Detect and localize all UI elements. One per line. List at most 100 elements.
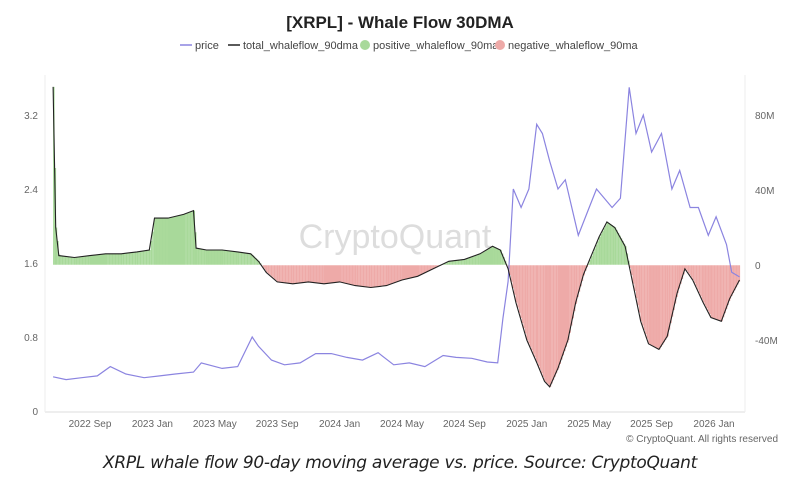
negative-flow-bar	[648, 265, 650, 344]
legend-total[interactable]: total_whaleflow_90dma	[243, 40, 359, 52]
positive-flow-bar	[255, 258, 257, 265]
positive-flow-bar	[460, 259, 463, 265]
positive-flow-bar	[465, 258, 468, 265]
positive-flow-bar	[157, 218, 159, 265]
legend-negative-swatch	[495, 40, 505, 50]
negative-flow-bar	[539, 265, 542, 370]
positive-flow-bar	[196, 248, 198, 265]
negative-flow-bar	[370, 265, 373, 288]
positive-flow-bar	[235, 251, 238, 265]
positive-flow-bar	[231, 251, 233, 265]
negative-flow-bar	[384, 265, 386, 286]
negative-flow-bar	[698, 265, 701, 293]
negative-flow-bar	[290, 265, 293, 284]
negative-flow-bar	[261, 265, 263, 266]
negative-flow-bar	[728, 265, 731, 301]
negative-flow-bar	[342, 265, 345, 283]
negative-flow-bar	[365, 265, 368, 287]
negative-flow-bar	[735, 265, 738, 288]
right-tick-label: -40M	[755, 336, 778, 347]
negative-flow-bar	[275, 265, 277, 281]
negative-flow-bar	[295, 265, 298, 284]
negative-flow-bar	[661, 265, 664, 345]
negative-flow-bar	[373, 265, 376, 288]
negative-flow-bar	[372, 265, 374, 288]
negative-flow-bar	[356, 265, 359, 286]
negative-flow-bar	[392, 265, 394, 284]
right-tick-label: 80M	[755, 111, 774, 122]
positive-flow-bar	[487, 249, 489, 265]
positive-flow-bar	[94, 255, 96, 265]
positive-flow-bar	[72, 257, 74, 265]
negative-flow-bar	[434, 265, 437, 269]
positive-flow-bar	[188, 212, 190, 265]
positive-flow-bar	[117, 253, 120, 265]
positive-flow-bar	[116, 253, 118, 265]
negative-flow-bar	[668, 265, 671, 330]
positive-flow-bar	[213, 250, 216, 265]
positive-flow-bar	[223, 250, 226, 265]
negative-flow-bar	[703, 265, 705, 303]
positive-flow-bar	[200, 248, 203, 265]
copyright: © CryptoQuant. All rights reserved	[626, 434, 778, 445]
positive-flow-bar	[591, 255, 593, 265]
positive-flow-bar	[481, 252, 483, 265]
negative-flow-bar	[408, 265, 410, 279]
positive-flow-bar	[457, 260, 460, 265]
positive-flow-bar	[97, 254, 99, 265]
negative-flow-bar	[429, 265, 432, 271]
positive-flow-bar	[185, 213, 187, 265]
negative-flow-bar	[514, 265, 516, 295]
negative-flow-bar	[523, 265, 525, 329]
negative-flow-bar	[301, 265, 304, 283]
negative-flow-bar	[298, 265, 301, 284]
negative-flow-bar	[378, 265, 380, 287]
positive-flow-bar	[453, 260, 455, 265]
positive-flow-bar	[152, 231, 154, 265]
negative-flow-bar	[737, 265, 739, 285]
positive-flow-bar	[246, 253, 249, 265]
positive-flow-bar	[492, 246, 494, 265]
positive-flow-bar	[252, 255, 254, 265]
negative-flow-bar	[355, 265, 357, 286]
legend-positive[interactable]: positive_whaleflow_90ma	[373, 40, 499, 52]
positive-flow-bar	[75, 257, 78, 265]
negative-flow-bar	[652, 265, 655, 347]
negative-flow-bar	[317, 265, 319, 283]
negative-flow-bar	[660, 265, 662, 348]
positive-flow-bar	[451, 260, 454, 265]
negative-flow-bar	[402, 265, 404, 280]
negative-flow-bar	[534, 265, 536, 358]
negative-flow-bar	[341, 265, 343, 283]
positive-flow-bar	[136, 251, 139, 265]
negative-flow-bar	[308, 265, 310, 282]
legend-negative[interactable]: negative_whaleflow_90ma	[508, 40, 639, 52]
left-tick-label: 0	[32, 407, 38, 418]
negative-flow-bar	[281, 265, 284, 283]
positive-flow-bar	[78, 256, 81, 265]
negative-flow-bar	[657, 265, 659, 349]
positive-flow-bar	[139, 251, 142, 265]
negative-flow-bar	[542, 265, 545, 377]
negative-flow-bar	[681, 265, 684, 280]
right-tick-label: 40M	[755, 186, 774, 197]
positive-flow-bar	[60, 255, 62, 265]
negative-flow-bar	[330, 265, 332, 284]
negative-flow-bar	[694, 265, 696, 284]
positive-flow-bar	[592, 252, 595, 265]
negative-flow-bar	[724, 265, 726, 314]
positive-flow-bar	[599, 236, 601, 265]
positive-flow-bar	[595, 244, 598, 265]
negative-flow-bar	[420, 265, 423, 275]
negative-flow-bar	[637, 265, 639, 306]
positive-flow-bar	[468, 257, 471, 265]
legend-price[interactable]: price	[195, 40, 219, 52]
positive-flow-bar	[55, 227, 58, 265]
positive-flow-bar	[470, 257, 472, 265]
negative-flow-bar	[707, 265, 710, 312]
negative-flow-bar	[551, 265, 553, 384]
negative-flow-bar	[676, 265, 678, 297]
negative-flow-bar	[558, 265, 560, 369]
positive-flow-bar	[623, 243, 626, 265]
